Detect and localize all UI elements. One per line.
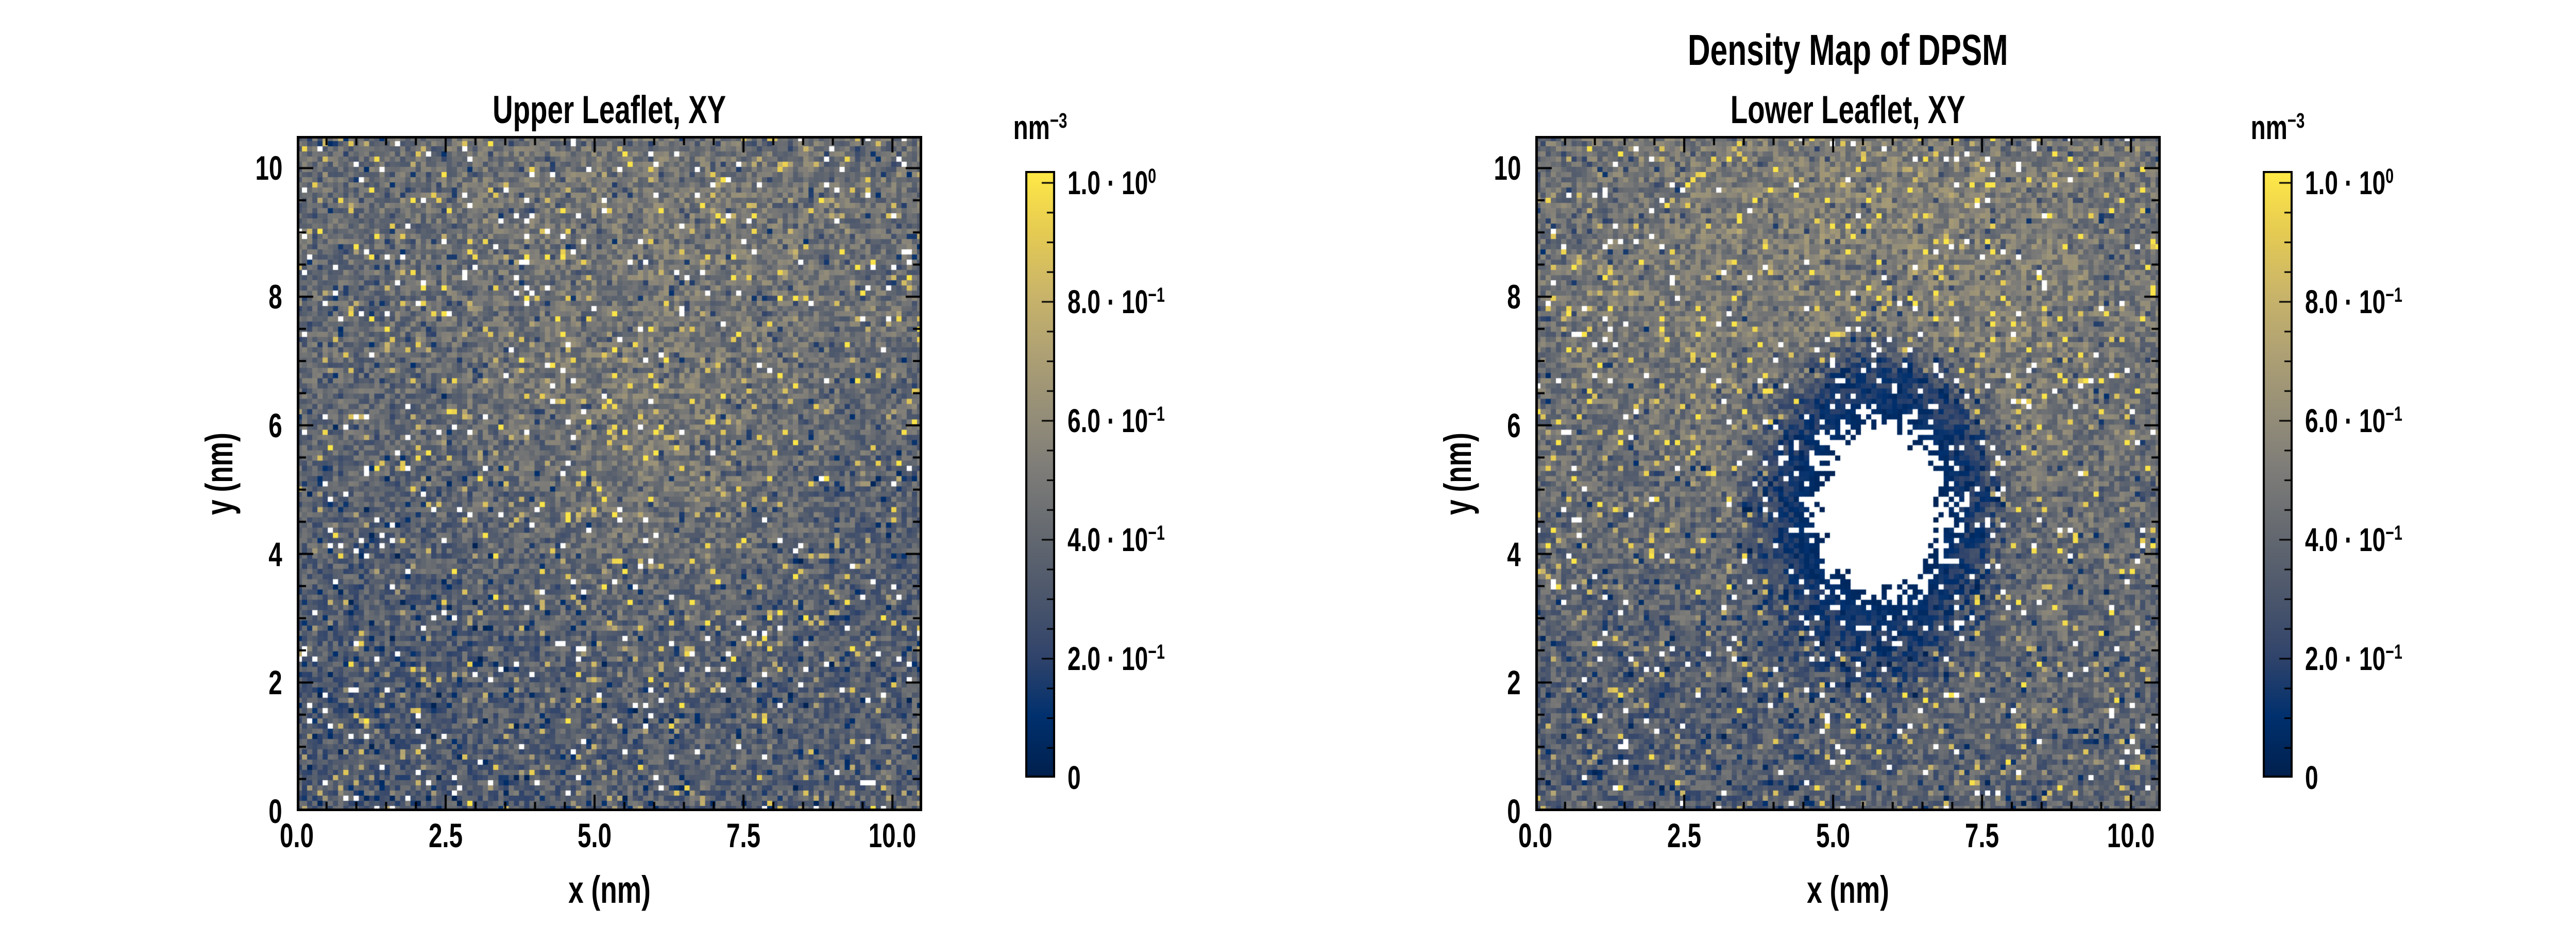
- y-axis-label: y (nm): [1436, 432, 1479, 515]
- colorbar-tick-label: 0: [2305, 759, 2318, 796]
- colorbar-tick-label: 1.0 · 100: [2305, 164, 2394, 202]
- y-tick-label: 6: [1507, 406, 1521, 444]
- upper-leaflet-heatmap-canvas: [297, 136, 922, 811]
- y-tick-label: 0: [1507, 792, 1521, 830]
- colorbar-canvas: [2263, 171, 2293, 778]
- plot-upper-leaflet-xy: Upper Leaflet, XY x (nm) y (nm) 0.0 2.5 5.…: [198, 91, 922, 909]
- colorbar-tick-label: 0: [1067, 759, 1081, 796]
- colorbar-tick-label: 4.0 · 10−1: [2305, 521, 2402, 559]
- plot-title: Upper Leaflet, XY: [493, 88, 726, 132]
- colorbar-tick-label: 4.0 · 10−1: [1067, 521, 1165, 559]
- colorbar-title: nm−3: [1013, 108, 1067, 146]
- y-tick-label: 6: [268, 406, 282, 444]
- x-tick-label: 7.5: [726, 816, 761, 854]
- colorbar-tick-label: 8.0 · 10−1: [1067, 283, 1165, 321]
- x-tick-label: 5.0: [578, 816, 612, 854]
- colorbar-upper-leaflet: nm−3 1.0 · 100 8.0 · 10−1 6.0 · 10−1 4.0 · …: [1013, 110, 1165, 794]
- x-tick-label: 2.5: [429, 816, 463, 854]
- x-tick-label: 2.5: [1667, 816, 1702, 854]
- x-tick-label: 5.0: [1816, 816, 1851, 854]
- x-tick-label: 0.0: [279, 816, 314, 854]
- colorbar-tick-label: 6.0 · 10−1: [1067, 402, 1165, 440]
- colorbar-tick-label: 2.0 · 10−1: [1067, 640, 1165, 678]
- x-axis-label: x (nm): [1807, 868, 1889, 911]
- y-tick-label: 10: [1494, 149, 1521, 187]
- x-tick-label: 10.0: [2107, 816, 2155, 854]
- y-tick-label: 10: [255, 149, 282, 187]
- colorbar-lower-leaflet: nm−3 1.0 · 100 8.0 · 10−1 6.0 · 10−1 4.0 · …: [2251, 110, 2402, 794]
- x-axis-label: x (nm): [568, 868, 651, 911]
- y-axis-label: y (nm): [198, 432, 241, 515]
- plot-title: Lower Leaflet, XY: [1730, 88, 1966, 132]
- plot-lower-leaflet-xy: Lower Leaflet, XY x (nm) y (nm) 0.0 2.5 5.…: [1436, 91, 2161, 909]
- colorbar-tick-label: 2.0 · 10−1: [2305, 640, 2402, 678]
- y-tick-label: 8: [1507, 278, 1521, 316]
- y-tick-label: 8: [268, 278, 282, 316]
- y-tick-label: 2: [268, 663, 282, 702]
- x-tick-label: 10.0: [868, 816, 917, 854]
- x-tick-label: 0.0: [1518, 816, 1553, 854]
- y-tick-label: 0: [268, 792, 282, 830]
- figure-suptitle: Density Map of DPSM: [1688, 26, 2008, 74]
- x-tick-label: 7.5: [1965, 816, 1999, 854]
- y-tick-label: 2: [1507, 663, 1521, 702]
- colorbar-tick-label: 1.0 · 100: [1067, 164, 1157, 202]
- lower-leaflet-heatmap-canvas: [1535, 136, 2161, 811]
- colorbar-tick-label: 8.0 · 10−1: [2305, 283, 2402, 321]
- colorbar-title: nm−3: [2250, 108, 2305, 146]
- colorbar-canvas: [1025, 171, 1055, 778]
- colorbar-tick-label: 6.0 · 10−1: [2305, 402, 2402, 440]
- y-tick-label: 4: [1507, 535, 1521, 573]
- y-tick-label: 4: [268, 535, 282, 573]
